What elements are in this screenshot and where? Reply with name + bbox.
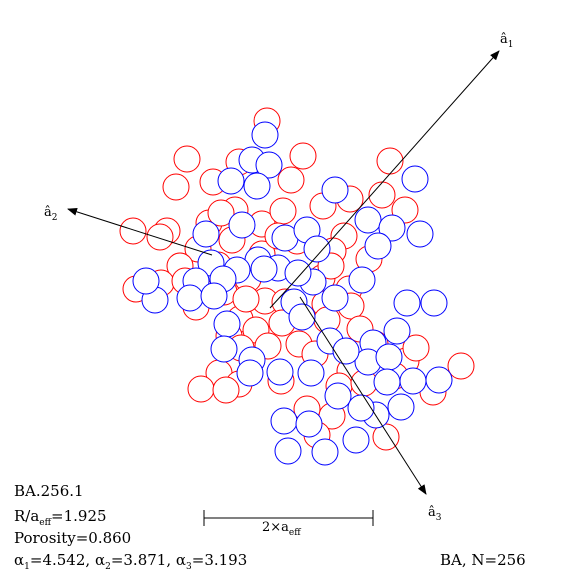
blue-sphere xyxy=(228,211,256,239)
blue-sphere xyxy=(348,266,376,294)
blue-sphere xyxy=(321,284,349,312)
red-sphere xyxy=(162,173,190,201)
blue-sphere xyxy=(288,303,316,331)
red-sphere xyxy=(173,145,201,173)
blue-sphere xyxy=(132,267,160,295)
red-sphere xyxy=(119,217,147,245)
blue-sphere xyxy=(406,220,434,248)
blue-sphere xyxy=(251,121,279,149)
blue-sphere xyxy=(332,337,360,365)
blue-sphere xyxy=(295,410,323,438)
blue-sphere xyxy=(192,220,220,248)
blue-spheres xyxy=(132,121,453,466)
blue-sphere xyxy=(274,437,302,465)
blue-sphere xyxy=(375,343,403,371)
blue-sphere xyxy=(200,282,228,310)
blue-sphere xyxy=(354,206,382,234)
blue-sphere xyxy=(420,289,448,317)
blue-sphere xyxy=(387,393,415,421)
blue-sphere xyxy=(393,289,421,317)
id-label: BA.256.1 xyxy=(14,482,84,500)
porosity: Porosity=0.860 xyxy=(14,529,131,547)
blue-sphere xyxy=(378,214,406,242)
red-sphere xyxy=(207,199,235,227)
blue-sphere xyxy=(236,359,264,387)
red-sphere xyxy=(232,285,260,313)
blue-sphere xyxy=(311,438,339,466)
blue-sphere xyxy=(270,407,298,435)
red-sphere xyxy=(146,223,174,251)
principal-axes xyxy=(67,50,500,495)
blue-sphere xyxy=(255,151,283,179)
blue-sphere xyxy=(324,382,352,410)
blue-sphere xyxy=(401,165,429,193)
red-sphere xyxy=(269,197,297,225)
blue-sphere xyxy=(266,358,294,386)
blue-sphere xyxy=(250,255,278,283)
blue-sphere xyxy=(284,259,312,287)
red-sphere xyxy=(289,142,317,170)
scale-bar: 2×aeff xyxy=(203,510,374,538)
blue-sphere xyxy=(425,366,453,394)
blue-sphere xyxy=(243,172,271,200)
blue-sphere xyxy=(321,176,349,204)
blue-sphere xyxy=(297,359,325,387)
alpha-values: α1=4.542, α2=3.871, α3=3.193 xyxy=(14,551,247,572)
blue-sphere xyxy=(176,284,204,312)
axis-a1 xyxy=(291,50,500,285)
blue-sphere xyxy=(210,335,238,363)
axis-a2 xyxy=(67,207,213,256)
axis-a3-label: â3 xyxy=(428,505,442,523)
red-sphere xyxy=(187,375,215,403)
blue-sphere xyxy=(364,232,392,260)
blue-sphere xyxy=(399,367,427,395)
scale-bar-label: 2×aeff xyxy=(262,520,301,538)
red-sphere xyxy=(277,166,305,194)
blue-sphere xyxy=(347,394,375,422)
red-sphere xyxy=(402,334,430,362)
model-label: BA, N=256 xyxy=(440,551,526,569)
blue-sphere xyxy=(383,317,411,345)
axis-a2-label: â2 xyxy=(44,205,58,223)
axis-a1-back xyxy=(269,283,293,309)
axis-a1-label: â1 xyxy=(500,32,514,50)
blue-sphere xyxy=(342,426,370,454)
red-sphere xyxy=(212,376,240,404)
red-sphere xyxy=(368,181,396,209)
blue-sphere xyxy=(217,167,245,195)
radius-ratio: R/aeff=1.925 xyxy=(14,507,107,528)
red-sphere xyxy=(376,147,404,175)
blue-sphere xyxy=(303,235,331,263)
blue-sphere xyxy=(373,368,401,396)
red-sphere xyxy=(447,352,475,380)
axis-a3 xyxy=(299,296,427,495)
blue-sphere xyxy=(213,310,241,338)
